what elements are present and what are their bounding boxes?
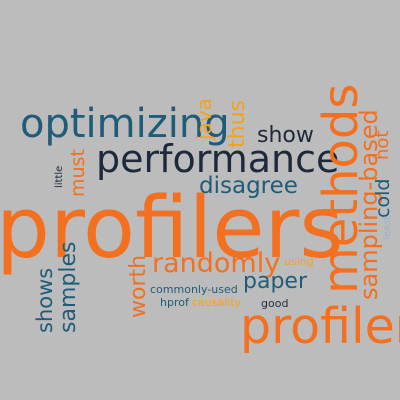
word-show: show [257,123,314,148]
word-java: java [192,98,216,140]
word-profilers: profilers [0,179,344,278]
word-thus: thus [225,100,250,148]
word-optimizing: optimizing [20,101,230,147]
word-must: must [67,149,89,197]
word-little: little [54,165,65,188]
word-performance: performance [96,137,340,181]
word-causality: causality [192,296,242,309]
word-least: least [382,215,393,240]
word-paper: paper [243,269,307,294]
word-cold: cold [372,178,394,218]
word-randomly: randomly [152,248,281,279]
word-samples: samples [56,241,81,333]
word-good: good [261,297,289,310]
word-using: using [284,255,314,268]
word-commonly-used: commonly-used [150,283,238,296]
word-disagree: disagree [199,173,298,199]
word-worth: worth [126,254,151,318]
word-profiler: profiler [240,298,400,355]
word-shows: shows [33,267,57,333]
word-hprof: hprof [160,296,189,309]
word-hot: hot [372,130,393,160]
